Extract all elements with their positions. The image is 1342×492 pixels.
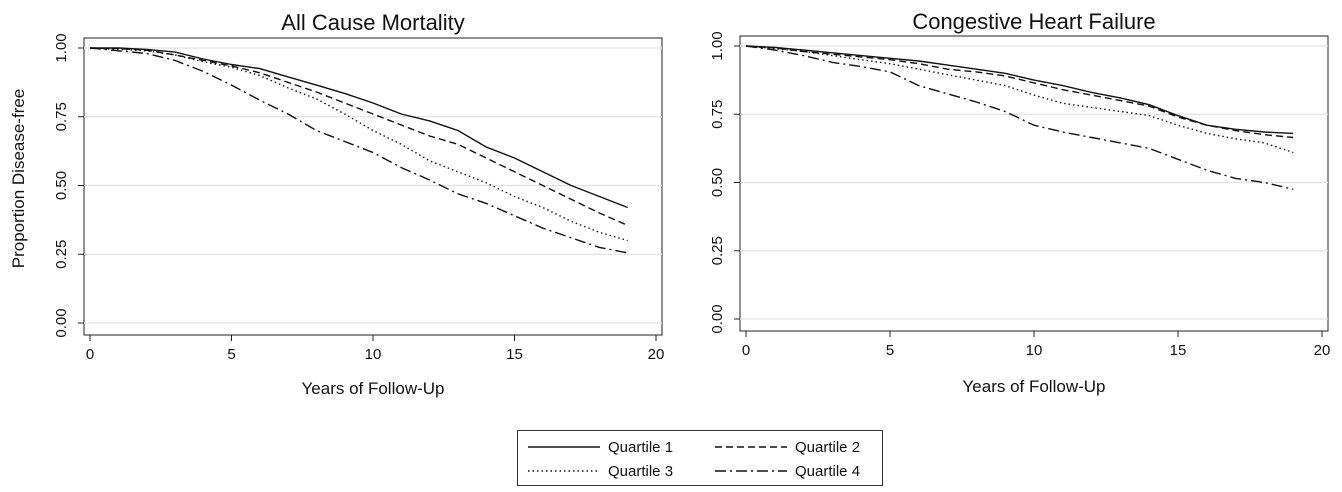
legend: Quartile 1 Quartile 2 Quartile 3 Quartile 4 bbox=[517, 430, 883, 486]
legend-item-quartile-4: Quartile 4 bbox=[715, 463, 860, 480]
y-axis-label: Proportion Disease-free bbox=[9, 89, 28, 269]
series-line-quartile-3 bbox=[745, 45, 1294, 154]
chart-1: 0.00 0.25 0.50 0.75 1.00 0 5 10 15 20 All Cause Mo… bbox=[9, 10, 664, 398]
legend-label: Quartile 1 bbox=[608, 439, 673, 456]
series-line-quartile-1 bbox=[745, 45, 1294, 135]
legend-item-quartile-1: Quartile 1 bbox=[528, 439, 673, 456]
series-line-quartile-3 bbox=[89, 47, 628, 242]
y-tick-label: 0.50 bbox=[709, 168, 726, 197]
x-tick-label: 0 bbox=[742, 342, 750, 359]
x-tick-label: 20 bbox=[1314, 342, 1331, 359]
x-tick-label: 15 bbox=[1170, 342, 1187, 359]
x-tick-label: 0 bbox=[86, 346, 94, 363]
y-tick-label: 0.25 bbox=[709, 236, 726, 265]
legend-item-quartile-3: Quartile 3 bbox=[528, 463, 673, 480]
y-tick-label: 0.00 bbox=[709, 304, 726, 333]
series-line-quartile-1 bbox=[90, 47, 628, 209]
y-tick-label: 0.25 bbox=[53, 240, 70, 269]
x-tick-label: 20 bbox=[648, 346, 665, 363]
series-line-quartile-2 bbox=[89, 47, 628, 227]
legend-label: Quartile 2 bbox=[795, 439, 860, 456]
x-tick-label: 5 bbox=[227, 346, 235, 363]
y-tick-label: 1.00 bbox=[709, 31, 726, 60]
y-tick-label: 0.50 bbox=[53, 171, 70, 200]
chart-title: Congestive Heart Failure bbox=[912, 9, 1155, 34]
x-tick-label: 10 bbox=[1026, 342, 1043, 359]
y-tick-label: 1.00 bbox=[53, 33, 70, 62]
y-tick-label: 0.75 bbox=[709, 100, 726, 129]
x-tick-label: 10 bbox=[365, 346, 382, 363]
x-axis-label: Years of Follow-Up bbox=[302, 379, 445, 398]
y-tick-label: 0.75 bbox=[53, 102, 70, 131]
series-line-quartile-4 bbox=[89, 47, 628, 254]
legend-item-quartile-2: Quartile 2 bbox=[715, 439, 860, 456]
series-line-quartile-2 bbox=[745, 45, 1294, 139]
chart-title: All Cause Mortality bbox=[281, 10, 464, 35]
x-tick-label: 15 bbox=[506, 346, 523, 363]
chart-2: 0.00 0.25 0.50 0.75 1.00 0 5 10 15 20 Congestive H… bbox=[709, 9, 1330, 396]
legend-label: Quartile 4 bbox=[795, 463, 860, 480]
x-tick-label: 5 bbox=[886, 342, 894, 359]
series-line-quartile-4 bbox=[745, 45, 1294, 190]
x-axis-label: Years of Follow-Up bbox=[963, 377, 1106, 396]
y-tick-label: 0.00 bbox=[53, 308, 70, 337]
legend-label: Quartile 3 bbox=[608, 463, 673, 480]
